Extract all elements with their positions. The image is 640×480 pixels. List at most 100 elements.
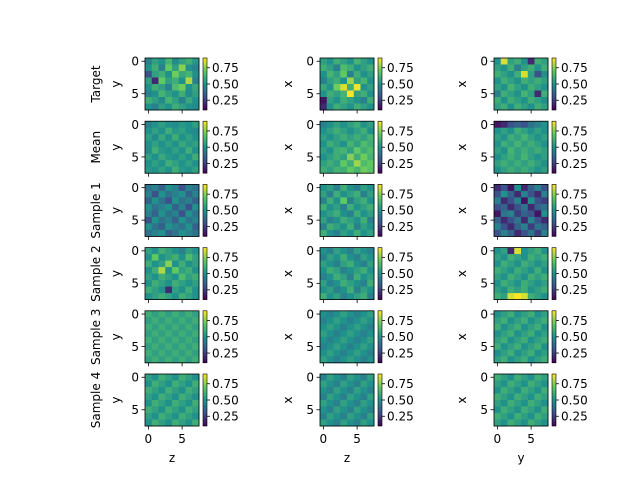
heatmap-cell [333, 140, 341, 148]
heatmap-cell [151, 330, 159, 338]
heatmap-cell [360, 413, 368, 420]
heatmap-cell [192, 121, 200, 129]
heatmap-cell [521, 349, 529, 357]
heatmap-cell [178, 103, 186, 111]
heatmap-cell [178, 223, 186, 231]
heatmap-cell [333, 254, 341, 261]
heatmap-cell [367, 330, 375, 338]
heatmap-panel: 0 5 x 0.25 0.50 0.75 [455, 55, 588, 114]
heatmap-cell [333, 323, 341, 331]
heatmap-cell [500, 97, 508, 104]
heatmap-cell [151, 64, 159, 72]
heatmap-cell [494, 323, 502, 331]
heatmap-cell [534, 197, 542, 205]
heatmap-cell [185, 97, 193, 104]
colorbar-tick-label: 0.50 [561, 393, 588, 407]
heatmap-cell [158, 317, 166, 325]
heatmap-cell [158, 267, 166, 274]
heatmap-cell [340, 336, 348, 344]
heatmap-cell [353, 127, 361, 135]
heatmap-cell [527, 216, 535, 224]
heatmap-cell [151, 203, 159, 211]
heatmap-cell [494, 406, 502, 414]
heatmap-cell [507, 90, 515, 98]
heatmap-cell [541, 147, 549, 155]
heatmap-cell [158, 413, 166, 420]
heatmap-cell [367, 267, 375, 274]
heatmap-cell [507, 336, 515, 344]
heatmap-cell [521, 127, 529, 135]
heatmap-cell [500, 247, 508, 255]
heatmap-cell [507, 374, 515, 381]
heatmap-cell [151, 267, 159, 274]
heatmap-cell [541, 380, 549, 388]
y-axis-label: y [109, 396, 123, 403]
heatmap-cell [320, 400, 328, 407]
heatmap-cell [165, 247, 173, 255]
heatmap-cell [367, 400, 375, 407]
heatmap-cell [514, 419, 522, 427]
colorbar-tick-label: 0.75 [212, 377, 239, 391]
y-tick-label: 0 [480, 55, 488, 69]
colorbar-tick-label: 0.25 [387, 157, 414, 171]
heatmap-cell [347, 166, 355, 174]
heatmap-cell [514, 374, 522, 381]
heatmap-cell [320, 260, 328, 268]
row-label: Sample 3 [89, 309, 103, 365]
heatmap-cell [347, 97, 355, 104]
heatmap-cell [151, 400, 159, 407]
heatmap-cell [326, 349, 334, 357]
heatmap-cell [360, 166, 368, 174]
heatmap-cell [165, 356, 173, 364]
heatmap-cell [494, 293, 502, 300]
heatmap-cell [494, 97, 502, 104]
heatmap-cell [541, 413, 549, 420]
heatmap-cell [172, 160, 180, 168]
heatmap-cell [320, 273, 328, 281]
heatmap-cell [347, 380, 355, 388]
heatmap-cell [340, 153, 348, 161]
heatmap-cell [145, 90, 153, 98]
heatmap-cell [145, 103, 153, 111]
heatmap-cell [192, 400, 200, 407]
heatmap-cell [500, 413, 508, 420]
heatmap-cell [185, 356, 193, 364]
colorbar [551, 120, 557, 174]
heatmap-cell [527, 380, 535, 388]
heatmap-cell [165, 330, 173, 338]
heatmap-cell [178, 387, 186, 394]
heatmap-cell [333, 160, 341, 168]
colorbar [551, 184, 557, 237]
row-label: Sample 4 [89, 372, 103, 428]
heatmap-cell [165, 197, 173, 205]
heatmap-cell [353, 90, 361, 98]
heatmap-cell [534, 260, 542, 268]
heatmap-cell [326, 254, 334, 261]
heatmap-cell [145, 330, 153, 338]
heatmap-cell [353, 349, 361, 357]
heatmap-cell [360, 267, 368, 274]
heatmap-cell [494, 260, 502, 268]
heatmap-panel: 0 5 x 0.25 0.50 0.75 [281, 181, 414, 240]
heatmap-cell [500, 216, 508, 224]
heatmap-cell [145, 84, 153, 91]
heatmap-cell [494, 121, 502, 129]
colorbar [551, 310, 557, 364]
row-label: Sample 2 [89, 245, 103, 301]
y-tick-label: 5 [306, 87, 314, 101]
heatmap-cell [151, 336, 159, 344]
heatmap-cell [165, 419, 173, 427]
heatmap-cell [333, 387, 341, 394]
heatmap-cell [320, 330, 328, 338]
heatmap-cell [320, 121, 328, 129]
heatmap-cell [340, 147, 348, 155]
heatmap-cell [360, 323, 368, 331]
heatmap-cell [178, 400, 186, 407]
heatmap-panel: 0 5 y 0.25 0.50 0.75 [109, 307, 239, 367]
heatmap-cell [500, 140, 508, 148]
heatmap-cell [178, 254, 186, 261]
heatmap-cell [185, 58, 193, 65]
heatmap-cell [347, 387, 355, 394]
heatmap-cell [165, 216, 173, 224]
